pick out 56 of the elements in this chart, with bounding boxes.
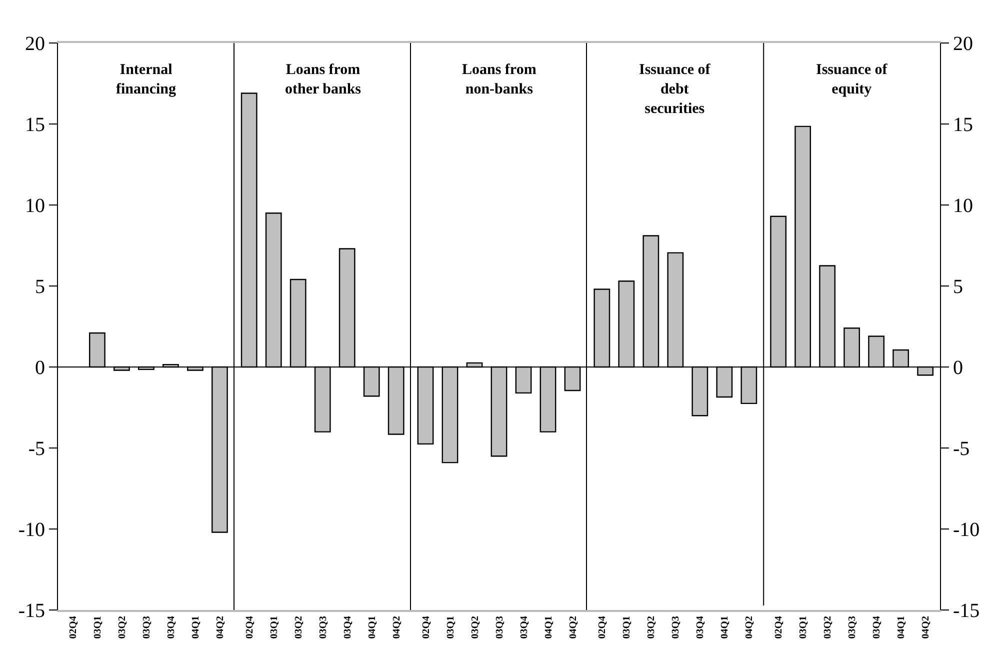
x-tick-label: 04Q1 bbox=[366, 616, 378, 639]
y-tick-label: 5 bbox=[953, 276, 963, 298]
text: Loans from non-banks bbox=[462, 62, 537, 98]
y-tick-label: -15 bbox=[953, 600, 980, 622]
x-tick-label: 03Q3 bbox=[141, 616, 152, 639]
x-tick-label: 03Q1 bbox=[798, 616, 810, 639]
x-tick-label: 03Q3 bbox=[670, 616, 682, 639]
x-tick-label: 04Q2 bbox=[568, 616, 579, 639]
x-tick-label: 03Q3 bbox=[494, 616, 506, 639]
x-tick-label: 03Q1 bbox=[268, 616, 280, 639]
x-tick-label: 03Q3 bbox=[847, 616, 858, 639]
y-tick-label: 10 bbox=[953, 195, 973, 217]
x-tick-label: 02Q4 bbox=[774, 616, 785, 639]
text: Issuance of debt securities bbox=[639, 62, 712, 117]
y-tick-label: -5 bbox=[953, 438, 970, 460]
x-tick-label: 02Q4 bbox=[597, 616, 608, 639]
y-tick-label: -10 bbox=[18, 519, 45, 541]
x-tick-label: 04Q2 bbox=[391, 616, 402, 639]
text: Issuance of equity bbox=[816, 62, 888, 98]
x-tick-label: 04Q1 bbox=[543, 616, 554, 639]
x-tick-label: 03Q1 bbox=[622, 616, 633, 639]
x-tick-label: 03Q4 bbox=[872, 616, 883, 639]
text: Internal financing bbox=[116, 62, 177, 98]
y-tick-label: 0 bbox=[953, 357, 963, 379]
y-tick-label: 15 bbox=[25, 114, 45, 136]
y-tick-label: 20 bbox=[953, 33, 973, 55]
x-tick-label: 03Q4 bbox=[695, 616, 706, 639]
x-tick-label: 04Q2 bbox=[744, 616, 756, 639]
x-tick-label: 03Q2 bbox=[646, 616, 658, 639]
x-tick-label: 02Q4 bbox=[68, 616, 79, 639]
x-tick-label: 04Q2 bbox=[920, 616, 932, 639]
x-tick-label: 04Q2 bbox=[214, 616, 226, 639]
y-tick-label: 10 bbox=[25, 195, 45, 217]
y-tick-label: 20 bbox=[25, 33, 45, 55]
text: Loans from other banks bbox=[285, 62, 362, 98]
y-tick-label: -5 bbox=[28, 438, 45, 460]
y-tick-label: 5 bbox=[35, 276, 45, 298]
x-tick-label: 03Q2 bbox=[116, 616, 128, 639]
x-tick-label: 03Q1 bbox=[445, 616, 456, 639]
x-tick-label: 02Q4 bbox=[420, 616, 432, 639]
y-tick-label: 0 bbox=[35, 357, 45, 379]
x-tick-label: 03Q2 bbox=[293, 616, 304, 639]
y-tick-label: -15 bbox=[18, 600, 45, 622]
x-tick-label: 03Q4 bbox=[166, 616, 177, 639]
x-tick-label: 03Q4 bbox=[342, 616, 354, 639]
x-tick-label: 02Q4 bbox=[244, 616, 256, 639]
x-tick-label: 04Q1 bbox=[190, 616, 202, 639]
x-tick-label: 03Q4 bbox=[518, 616, 530, 639]
x-tick-label: 04Q1 bbox=[720, 616, 731, 639]
y-tick-label: 15 bbox=[953, 114, 973, 136]
x-tick-label: 03Q1 bbox=[92, 616, 104, 639]
x-tick-label: 03Q3 bbox=[318, 616, 329, 639]
x-tick-label: 03Q2 bbox=[470, 616, 481, 639]
x-tick-label: 03Q2 bbox=[822, 616, 834, 639]
y-tick-label: -10 bbox=[953, 519, 980, 541]
x-tick-label: 04Q1 bbox=[896, 616, 908, 639]
